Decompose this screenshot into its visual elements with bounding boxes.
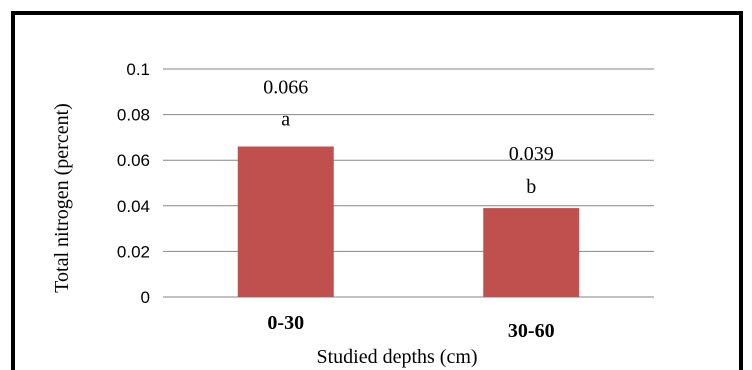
bar-0-30 [237,146,334,297]
significance-letters: ab [281,109,536,199]
y-tick-label: 0.08 [117,106,150,125]
significance-letter: b [526,176,536,198]
chart-border [11,11,743,370]
significance-letter: a [281,109,290,131]
y-tick-label: 0.1 [126,60,150,79]
y-tick-label: 0.06 [117,151,150,170]
data-label: 0.066 [263,77,308,99]
x-tick-label: 30-60 [508,320,555,342]
bars [237,146,580,297]
data-labels: 0.066 0.039 [263,77,554,166]
y-tick-labels: 0 0.02 0.04 0.06 0.08 0.1 [117,60,150,307]
x-tick-label: 0-30 [267,312,304,334]
gridlines [163,68,654,298]
y-axis-title: Total nitrogen (percent) [51,103,73,293]
y-tick-label: 0.02 [117,242,150,261]
x-axis-title: Studied depths (cm) [316,346,477,368]
x-tick-labels: 0-30 30-60 [267,312,554,342]
bar-30-60 [483,208,580,297]
y-tick-label: 0.04 [117,197,150,216]
y-tick-label: 0 [141,288,150,307]
data-label: 0.039 [509,143,554,165]
